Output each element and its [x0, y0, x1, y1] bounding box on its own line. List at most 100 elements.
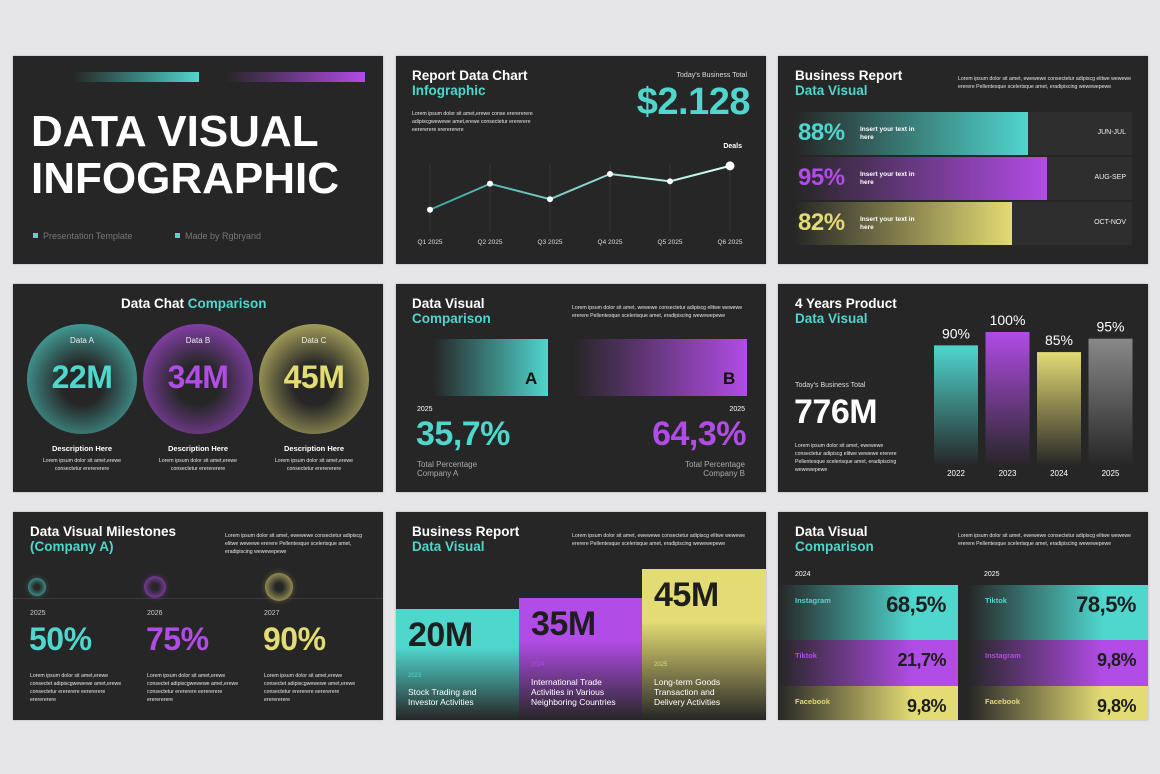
series-line	[429, 164, 731, 211]
footer-right: Made by Rgbryand	[185, 231, 262, 241]
column-caption: Long-term Goods	[654, 677, 721, 687]
bar-value-label: 90%	[942, 325, 970, 341]
milestone-value: 90%	[263, 621, 326, 657]
slide-progress-bars[interactable]: Business Report Data Visual Lorem ipsum …	[778, 56, 1148, 264]
slide-step-bars[interactable]: Business Report Data Visual Lorem ipsum …	[396, 512, 766, 720]
x-tick-label: 2024	[1050, 469, 1068, 478]
total-value: $2.128	[636, 81, 751, 123]
milestone-body: Lorem ipsum dolor sit amet,erewe consect…	[147, 673, 239, 703]
milestone-year: 2027	[264, 610, 280, 617]
platform-name: Facebook	[795, 697, 831, 706]
slide-subtitle: Infographic	[412, 83, 486, 98]
bullet-icon	[33, 233, 38, 238]
progress-bar-fill	[794, 112, 1028, 155]
description-title: Description Here	[51, 444, 113, 453]
milestone-value: 75%	[146, 621, 209, 657]
column-year: 2025	[654, 662, 668, 668]
progress-bar-fill	[794, 157, 1047, 200]
step-column	[396, 609, 519, 720]
body-text: Lorem ipsum dolor sit amet, ewewewe cons…	[572, 533, 745, 547]
data-point	[725, 161, 735, 171]
slide-subtitle: Data Visual	[412, 539, 485, 554]
slide-comparison-ab[interactable]: Data Visual Comparison Lorem ipsum dolor…	[396, 284, 766, 492]
slide-subtitle: Data Visual	[795, 311, 868, 326]
caption-a-1: Total Percentage	[417, 460, 478, 469]
bar	[985, 332, 1030, 466]
bar	[1088, 338, 1133, 466]
bar-value-label: 85%	[1045, 332, 1073, 348]
column-year: 2024	[531, 662, 545, 668]
bar-b-letter: B	[723, 369, 736, 388]
x-tick-label: Q3 2025	[538, 239, 563, 246]
data-point	[667, 178, 673, 185]
column-value: 45M	[654, 576, 719, 614]
description-body: Lorem ipsum dolor sit amet,erewe consect…	[158, 458, 238, 472]
slide-title[interactable]: DATA VISUAL INFOGRAPHIC Presentation Tem…	[13, 56, 383, 264]
circle-value: 34M	[167, 359, 229, 395]
row-period: OCT-NOV	[1094, 219, 1126, 226]
slide-title: Data Visual	[412, 296, 485, 311]
column-caption: Delivery Activities	[654, 697, 721, 707]
slide-title: Data Chat	[121, 296, 185, 311]
column-caption: Stock Trading and	[408, 687, 477, 697]
slide-milestones[interactable]: Data Visual Milestones (Company A) Lorem…	[13, 512, 383, 720]
body-text: Lorem ipsum dolor sit amet, ewewewe cons…	[958, 533, 1131, 547]
milestone-year: 2026	[147, 610, 163, 617]
data-circle	[27, 324, 137, 434]
platform-row	[968, 686, 1148, 720]
body-text: Lorem ipsum dolor sit amet, ewewewe cons…	[225, 533, 362, 555]
column-caption: International Trade	[531, 677, 602, 687]
platform-name: Instagram	[795, 596, 831, 605]
description-title: Description Here	[283, 444, 345, 453]
data-circle	[259, 324, 369, 434]
slide-title: Business Report	[795, 68, 903, 83]
slide-circles[interactable]: Data Chat Comparison Data A 22M Descriptio…	[13, 284, 383, 492]
total-label: Today's Business Total	[676, 72, 747, 79]
platform-value: 78,5%	[1076, 592, 1136, 617]
title-line-1: DATA VISUAL	[31, 107, 319, 156]
bar-b	[573, 339, 747, 396]
year-b: 2025	[729, 406, 745, 413]
slide-line-chart[interactable]: Report Data Chart Infographic Lorem ipsu…	[396, 56, 766, 264]
platform-value: 21,7%	[897, 650, 946, 670]
row-period: AUG-SEP	[1094, 174, 1126, 181]
body-text: Lorem ipsum dolor sit amet, wewewe conse…	[572, 305, 743, 319]
caption-b-1: Total Percentage	[684, 460, 745, 469]
bar-value-label: 100%	[990, 312, 1026, 328]
bar	[934, 345, 978, 466]
platform-name: Instagram	[985, 651, 1021, 660]
platform-value: 9,8%	[1096, 650, 1137, 670]
platform-name: Tiktok	[985, 596, 1007, 605]
platform-name: Tiktok	[795, 651, 817, 660]
platform-row	[968, 640, 1148, 686]
milestone-dot-icon	[28, 578, 46, 596]
slide-social-comparison[interactable]: Data Visual Comparison Lorem ipsum dolor…	[778, 512, 1148, 720]
x-tick-label: Q5 2025	[658, 239, 683, 246]
data-circle	[143, 324, 253, 434]
milestone-body: Lorem ipsum dolor sit amet,erewe consect…	[264, 673, 356, 703]
circle-value: 45M	[283, 359, 345, 395]
platform-name: Facebook	[985, 697, 1021, 706]
year-left: 2024	[795, 571, 811, 578]
milestone-year: 2025	[30, 610, 46, 617]
description-body: Lorem ipsum dolor sit amet,erewe consect…	[274, 458, 354, 472]
footer-left: Presentation Template	[43, 231, 133, 241]
platform-value: 9,8%	[1096, 696, 1137, 716]
total-label: Today's Business Total	[795, 382, 866, 389]
platform-value: 68,5%	[886, 592, 946, 617]
row-text: Insert your text in here	[860, 171, 915, 186]
row-percent: 82%	[798, 209, 845, 236]
slide-bar-chart[interactable]: 4 Years Product Data Visual Today's Busi…	[778, 284, 1148, 492]
slide-title: Report Data Chart	[412, 68, 528, 83]
body-text: Lorem ipsum dolor sit amet,erewe conse e…	[412, 111, 533, 133]
description-body: Lorem ipsum dolor sit amet,erewe consect…	[42, 458, 122, 472]
slide-subtitle: Comparison	[412, 311, 491, 326]
value-b: 64,3%	[652, 415, 746, 453]
step-column	[642, 569, 766, 720]
column-caption: Investor Activities	[408, 697, 474, 707]
total-value: 776M	[794, 393, 878, 431]
slide-title: 4 Years Product	[795, 296, 897, 311]
circle-label: Data A	[69, 336, 94, 345]
bar-a-letter: A	[525, 369, 538, 388]
x-tick-label: Q6 2025	[718, 239, 743, 246]
